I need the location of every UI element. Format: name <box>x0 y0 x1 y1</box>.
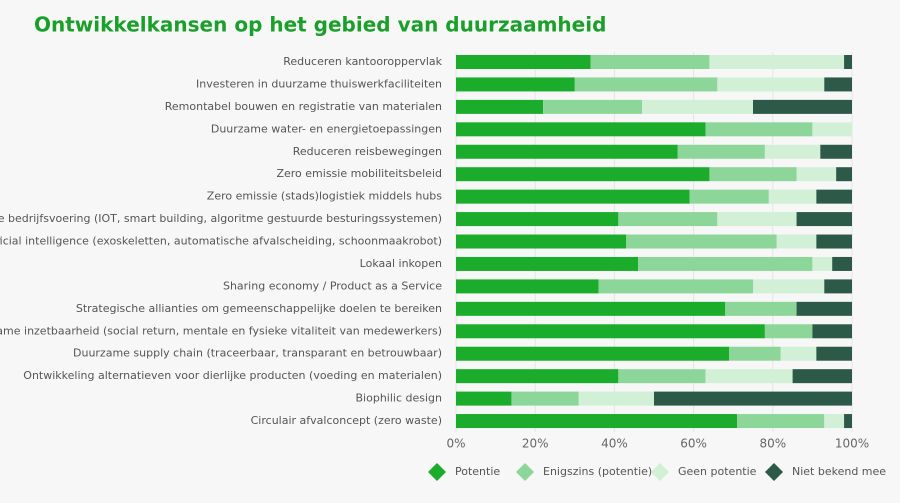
bar-segment <box>543 99 643 114</box>
bar-segment <box>654 391 852 406</box>
bar-segment <box>737 414 825 429</box>
bar-segment <box>812 256 833 271</box>
legend-marker <box>765 463 783 481</box>
bar-segment <box>844 414 852 429</box>
bar-segment <box>456 122 706 137</box>
bar-segment <box>618 212 718 227</box>
category-label: Ontwikkeling alternatieven voor dierlijk… <box>23 369 442 382</box>
bar-segment <box>677 144 765 159</box>
bar-segment <box>456 212 619 227</box>
bar-segment <box>456 234 627 249</box>
bar-segment <box>456 99 544 114</box>
bar-segment <box>776 234 817 249</box>
x-tick-label: 0% <box>446 437 465 451</box>
bar-segment <box>618 369 706 384</box>
bar-segment <box>709 55 845 69</box>
category-label: Lokaal inkopen <box>360 257 442 270</box>
legend-label: Enigszins (potentie) <box>543 465 652 478</box>
bar-segment <box>709 167 797 182</box>
bar-segment <box>796 212 852 227</box>
bar-segment <box>642 99 753 114</box>
legend-marker <box>428 463 446 481</box>
category-label: Duurzame supply chain (traceerbaar, tran… <box>73 347 442 360</box>
bar-segment <box>456 55 591 69</box>
bar-segment <box>590 55 710 69</box>
category-label: Zero emissie (stads)logistiek middels hu… <box>207 190 442 203</box>
bar-segment <box>638 256 813 271</box>
bar-segment <box>456 391 512 406</box>
bar-segment <box>456 189 690 204</box>
legend-label: Geen potentie <box>678 465 757 478</box>
bar-segment <box>598 279 753 294</box>
category-label: Strategische allianties om gemeenschappe… <box>76 302 442 315</box>
bar-segment <box>456 346 730 361</box>
bar-segment <box>511 391 579 406</box>
bar-segment <box>816 189 852 204</box>
bar-segment <box>705 369 793 384</box>
bar-segment <box>816 346 852 361</box>
legend-label: Niet bekend mee <box>792 465 886 478</box>
legend-marker <box>516 463 534 481</box>
bar-segment <box>456 301 726 316</box>
x-tick-label: 20% <box>522 437 549 451</box>
bar-segment <box>796 167 837 182</box>
bar-segment <box>717 77 825 92</box>
bar-segment <box>456 369 619 384</box>
bar-segment <box>812 122 852 137</box>
category-label: Sharing economy / Product as a Service <box>223 279 442 292</box>
bar-segment <box>812 324 852 339</box>
bar-segment <box>689 189 769 204</box>
bar-segment <box>456 324 765 339</box>
bar-segment <box>796 301 852 316</box>
x-tick-label: 40% <box>601 437 628 451</box>
bar-segment <box>456 414 738 429</box>
bar-segment <box>729 346 781 361</box>
category-label: Duurzame inzetbaarheid (social return, m… <box>0 324 442 337</box>
x-tick-label: 80% <box>759 437 786 451</box>
bar-segment <box>820 144 852 159</box>
bar-segment <box>816 234 852 249</box>
bar-segment <box>753 99 852 114</box>
bar-segment <box>824 77 852 92</box>
bar-segment <box>578 391 654 406</box>
legend-marker <box>651 463 669 481</box>
bar-segment <box>836 167 852 182</box>
bar-segment <box>824 279 852 294</box>
chart-title: Ontwikkelkansen op het gebied van duurza… <box>34 13 606 37</box>
bar-segment <box>768 189 817 204</box>
category-label: Investeren in duurzame thuiswerkfacilite… <box>196 77 442 90</box>
bar-segment <box>456 167 710 182</box>
x-tick-label: 100% <box>835 437 869 451</box>
bar-segment <box>574 77 718 92</box>
category-label: Reduceren reisbewegingen <box>293 145 442 158</box>
legend-label: Potentie <box>455 465 500 478</box>
bar-segment <box>753 279 825 294</box>
bar-segment <box>456 77 575 92</box>
x-tick-label: 60% <box>680 437 707 451</box>
category-label: Data gestuurde bedrijfsvoering (IOT, sma… <box>0 212 442 225</box>
bar-segment <box>844 55 852 69</box>
category-label: Circulair afvalconcept (zero waste) <box>251 414 442 427</box>
bar-segment <box>824 414 845 429</box>
bar-segment <box>456 144 678 159</box>
category-label: Remontabel bouwen en registratie van mat… <box>165 100 442 113</box>
bar-segment <box>705 122 813 137</box>
bar-segment <box>717 212 797 227</box>
category-label: Zero emissie mobiliteitsbeleid <box>276 167 442 180</box>
bar-segment <box>725 301 797 316</box>
bar-segment <box>456 279 599 294</box>
category-label: Artificial intelligence (exoskeletten, a… <box>0 235 442 248</box>
category-label: Duurzame water- en energietoepassingen <box>211 122 442 135</box>
bar-segment <box>780 346 817 361</box>
bar-segment <box>764 324 813 339</box>
bar-segment <box>456 256 639 271</box>
bar-segment <box>832 256 852 271</box>
bar-segment <box>792 369 852 384</box>
bar-segment <box>626 234 777 249</box>
bar-segment <box>764 144 821 159</box>
category-label: Reduceren kantooroppervlak <box>283 55 442 68</box>
category-label: Biophilic design <box>356 392 443 405</box>
